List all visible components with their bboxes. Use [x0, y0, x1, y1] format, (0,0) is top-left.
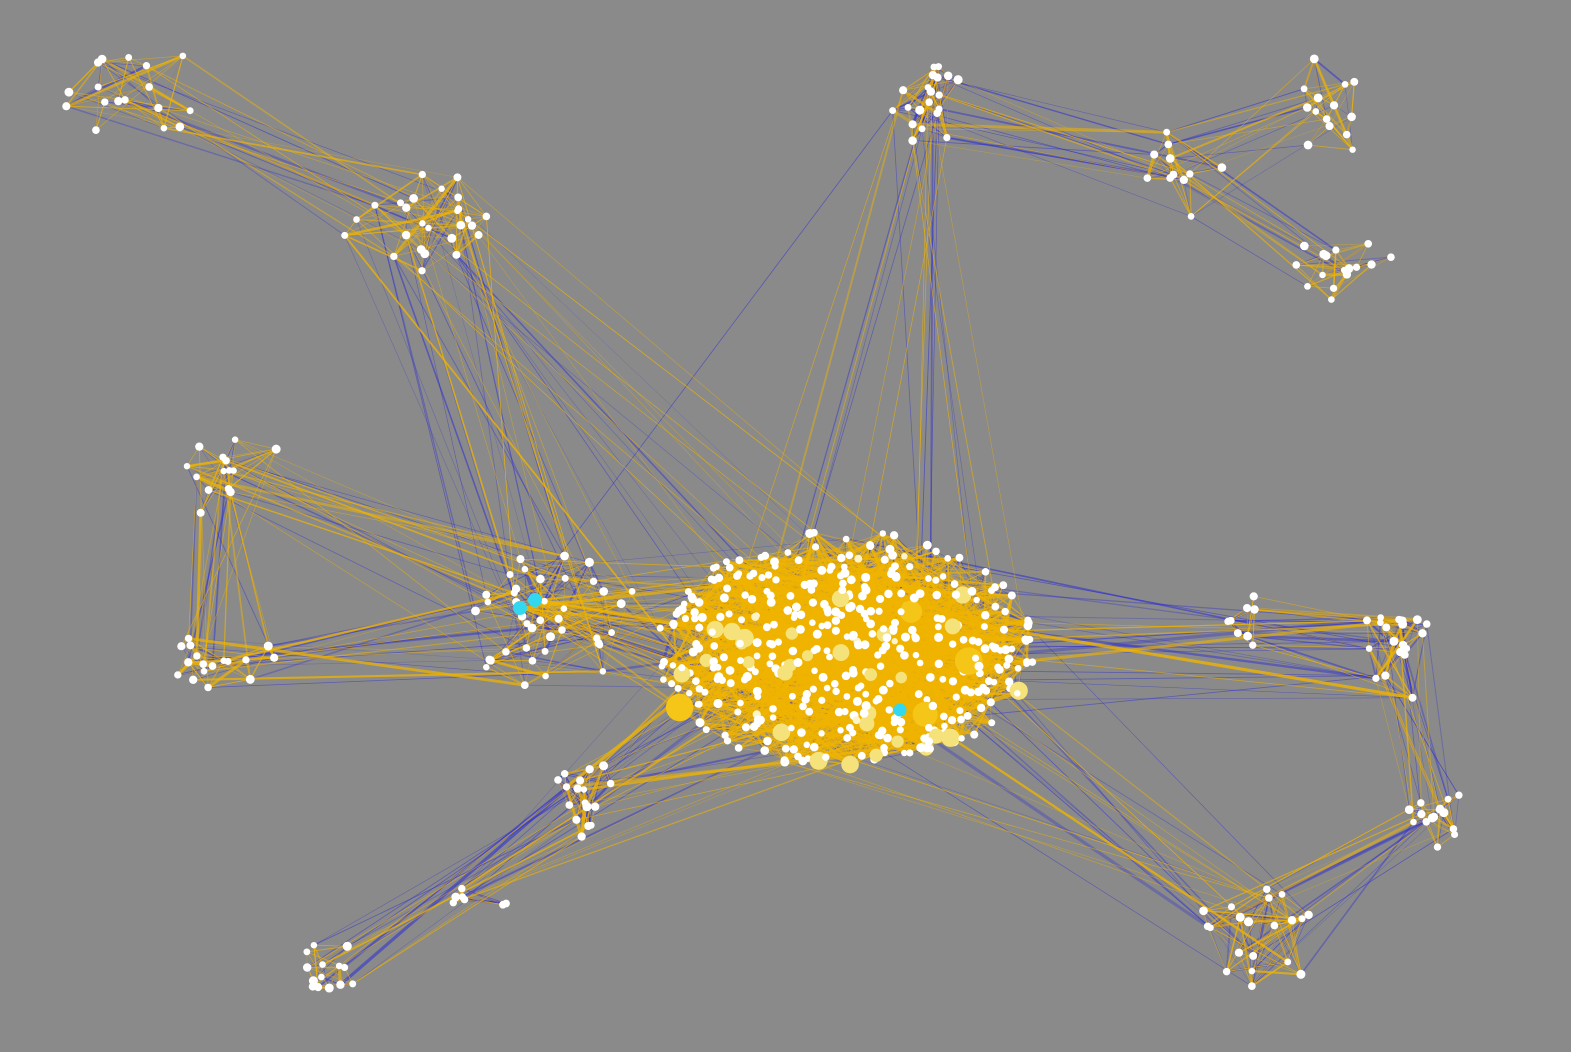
graph-edge: [314, 820, 576, 945]
graph-edge: [931, 92, 1184, 180]
graph-edge: [146, 66, 406, 235]
edge-layer-blue: [66, 56, 1459, 988]
graph-edge: [1168, 98, 1318, 145]
graph-edge: [1173, 175, 1344, 271]
graph-edge: [1147, 178, 1184, 180]
graph-edge: [939, 109, 1222, 168]
graph-edge: [1308, 145, 1353, 150]
graph-edge: [66, 106, 457, 177]
graph-edge: [375, 205, 847, 636]
graph-edge: [347, 807, 595, 947]
graph-edge: [913, 141, 1148, 179]
network-graph-canvas: [0, 0, 1571, 1052]
graph-edge: [1167, 132, 1349, 268]
graph-edge: [603, 591, 604, 671]
graph-edge: [1171, 82, 1354, 177]
edge-layer-gold: [66, 56, 1459, 988]
graph-edge: [69, 92, 472, 226]
graph-edge: [913, 124, 1167, 132]
graph-edge: [1307, 286, 1333, 288]
graph-edge: [414, 198, 521, 559]
graph-edge: [158, 108, 486, 216]
graph-edge: [158, 108, 393, 256]
graph-edge: [1304, 89, 1347, 135]
graph-edge: [226, 461, 589, 563]
graph-edge: [422, 175, 593, 582]
graph-edge: [345, 787, 567, 968]
graph-edge: [164, 128, 422, 174]
graph-edge: [69, 63, 98, 93]
graph-edge: [458, 197, 562, 630]
graph-edge: [129, 57, 472, 225]
graph-edge: [1190, 59, 1314, 174]
graph-edge: [1190, 174, 1336, 250]
graph-edge: [1208, 926, 1227, 971]
graph-edge: [456, 255, 660, 628]
graph-edge: [939, 95, 1171, 177]
graph-edge: [125, 100, 425, 254]
graph-edge: [1252, 809, 1440, 987]
graph-edge: [125, 100, 375, 205]
graph-edge: [775, 90, 903, 566]
graph-edge: [885, 753, 1252, 986]
graph-edge: [231, 492, 510, 575]
graph-edge: [1352, 82, 1355, 117]
graph-edge: [1028, 626, 1309, 915]
graph-edge: [98, 63, 345, 236]
graph-svg[interactable]: [0, 0, 1571, 1052]
graph-edge: [1167, 84, 1345, 132]
graph-edge: [1154, 155, 1323, 255]
graph-edge: [1167, 89, 1304, 132]
graph-edge: [486, 216, 514, 592]
graph-edge: [1154, 155, 1322, 275]
